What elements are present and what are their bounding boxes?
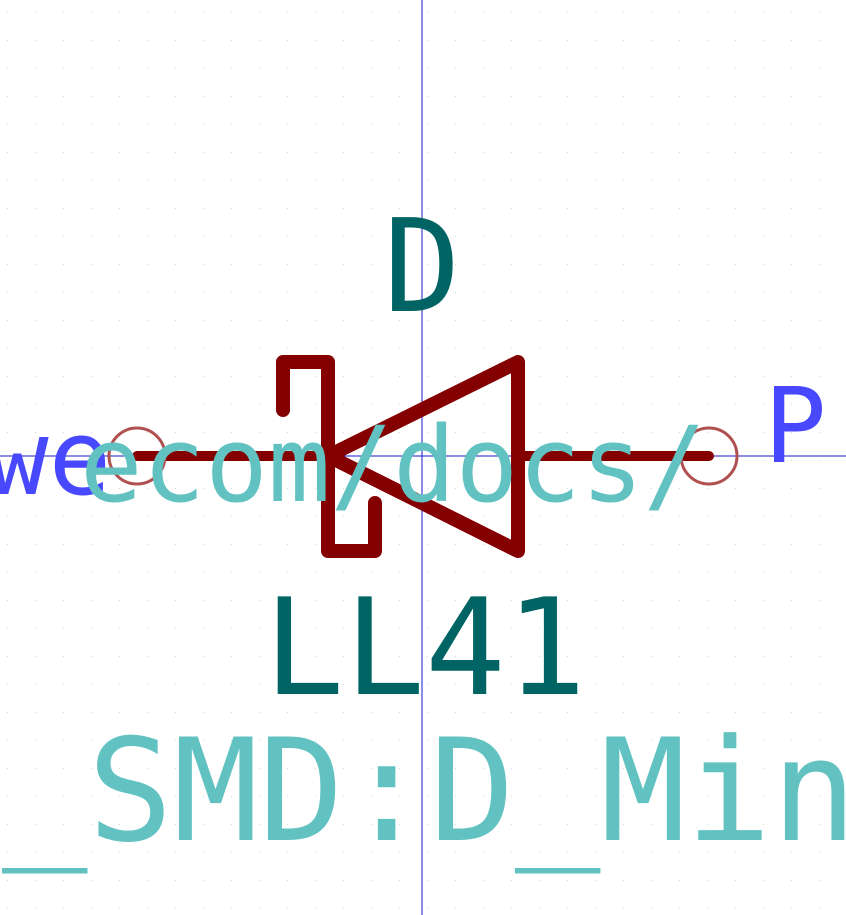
datasheet-url-text: ecom/docs/ <box>80 404 706 526</box>
pin-left-name: we <box>0 397 111 519</box>
footprint-text[interactable]: _SMD:D_Min <box>2 709 846 874</box>
pin-2-endpoint[interactable] <box>679 426 739 486</box>
value-text[interactable]: LL41 <box>264 570 587 726</box>
pin-right-name: P <box>764 365 827 487</box>
reference-designator[interactable]: D <box>383 193 460 342</box>
pin-1-endpoint[interactable] <box>107 426 167 486</box>
